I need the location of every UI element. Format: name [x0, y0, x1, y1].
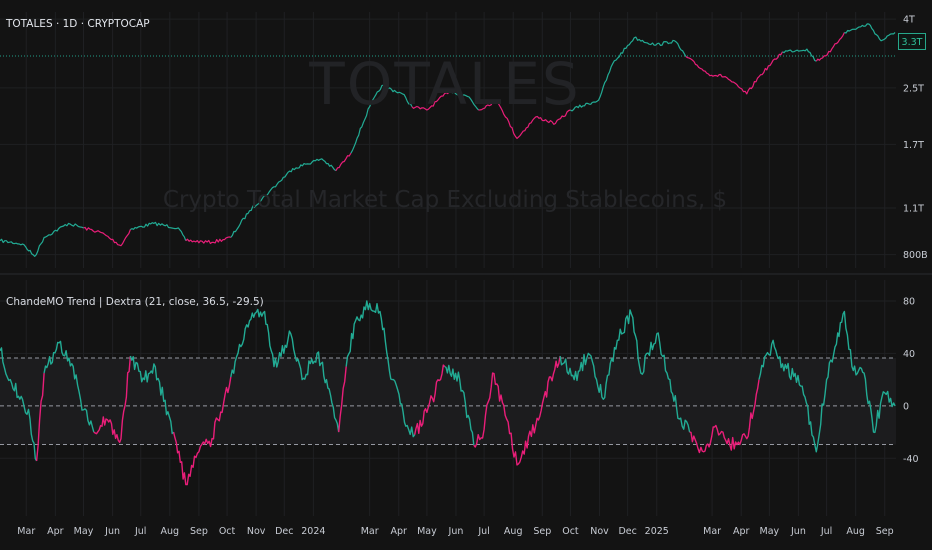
y-tick-label: 2.5T [903, 83, 924, 94]
x-tick-label: Jun [104, 526, 120, 537]
price-line-bull [782, 48, 817, 62]
symbol-title[interactable]: TOTALES · 1D · CRYPTOCAP [6, 18, 150, 30]
y-tick-label: 40 [903, 349, 915, 360]
price-line-bear [83, 226, 131, 247]
x-tick-label: Jun [790, 526, 806, 537]
price-line-bear [411, 90, 450, 111]
price-line-bear [685, 51, 784, 95]
price-line-bear [815, 32, 845, 62]
cmo-line-bear [93, 355, 132, 443]
cmo-line-bull [0, 347, 38, 462]
price-line-bull [130, 221, 187, 241]
x-tick-label: Jun [448, 526, 464, 537]
x-tick-label: Dec [275, 526, 293, 537]
axis-labels: Mar Apr May Jun Jul Aug Sep Oct Nov Dec 2024 Mar Apr… [17, 15, 927, 537]
cmo-line-bull [230, 308, 340, 433]
cmo-line-bull [345, 300, 416, 438]
price-line-bull [844, 23, 896, 42]
indicator-title[interactable]: ChandeMO Trend | Dextra (21, close, 36.5… [6, 296, 264, 308]
x-tick-label: Dec [618, 526, 636, 537]
y-tick-label: 0 [903, 401, 909, 412]
x-tick-label: Aug [161, 526, 180, 537]
x-tick-label: Mar [703, 526, 721, 537]
cmo-line-bear [172, 376, 232, 486]
x-tick-label: Sep [190, 526, 208, 537]
cmo-line-bear [35, 373, 45, 461]
x-tick-label: Aug [504, 526, 523, 537]
x-tick-label: Apr [47, 526, 64, 537]
x-tick-label: Nov [590, 526, 609, 537]
price-line-bull [0, 222, 84, 257]
x-tick-label: Mar [361, 526, 379, 537]
x-tick-label: 2025 [645, 526, 669, 537]
y-tick-label: -40 [903, 454, 919, 465]
x-tick-label: May [74, 526, 94, 537]
x-tick-label: 2024 [301, 526, 325, 537]
x-tick-label: Jul [477, 526, 489, 537]
y-tick-label: 1.7T [903, 140, 924, 151]
x-tick-label: May [760, 526, 780, 537]
cmo-line-bear [414, 364, 446, 435]
price-line-bear [335, 152, 352, 172]
watermark-symbol: TOTALES [309, 50, 581, 118]
x-tick-label: Oct [562, 526, 579, 537]
cmo-line-bull [559, 309, 691, 433]
price-line-bull [350, 84, 413, 154]
x-tick-label: May [417, 526, 437, 537]
y-tick-label: 80 [903, 296, 915, 307]
x-tick-label: Nov [247, 526, 266, 537]
x-tick-label: Jul [820, 526, 832, 537]
cmo-line-bull [444, 364, 475, 446]
last-price-badge: 3.3T [898, 33, 926, 50]
price-series [0, 23, 896, 257]
x-tick-label: Aug [846, 526, 865, 537]
price-line-bear [478, 99, 571, 139]
x-tick-label: Oct [219, 526, 236, 537]
y-tick-label: 1.1T [903, 204, 924, 215]
cmo-line-bear [689, 379, 760, 454]
y-tick-label: 4T [903, 15, 915, 26]
watermark-description: Crypto Total Market Cap Excluding Stable… [162, 187, 728, 213]
cmo-line-bull [129, 355, 175, 435]
cmo-line-bear [338, 366, 347, 433]
x-tick-label: Sep [876, 526, 894, 537]
price-line-bull [230, 158, 337, 238]
x-tick-label: Sep [533, 526, 551, 537]
price-line-bull [570, 36, 687, 112]
x-tick-label: Mar [17, 526, 35, 537]
price-line-bull [449, 90, 479, 111]
price-line-bear [185, 236, 231, 245]
x-tick-label: Apr [391, 526, 408, 537]
x-tick-label: Apr [733, 526, 750, 537]
cmo-line-bear [473, 355, 561, 466]
y-tick-label: 800B [903, 250, 928, 261]
oscillator-series [0, 300, 896, 486]
cmo-line-bull [43, 340, 95, 433]
grid-lines [0, 12, 932, 516]
cmo-line-bull [758, 310, 896, 453]
x-tick-label: Jul [134, 526, 146, 537]
